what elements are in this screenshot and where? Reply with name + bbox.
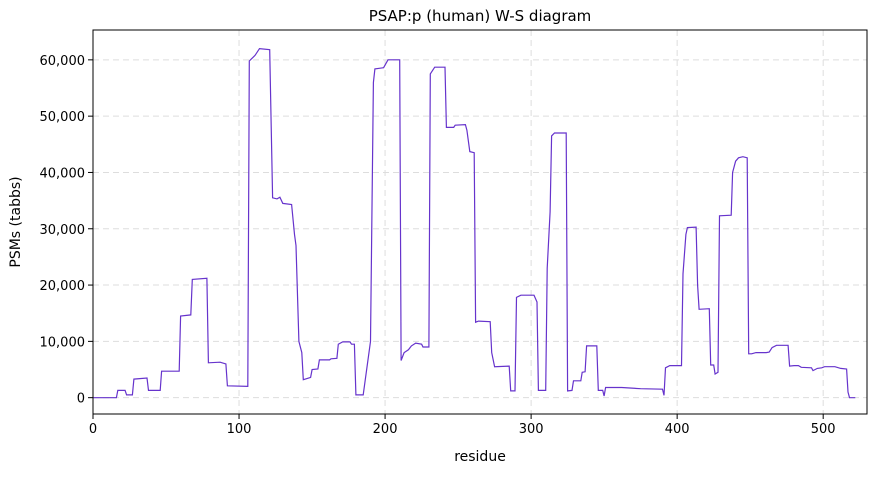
- x-tick-label: 400: [665, 422, 690, 437]
- y-axis-label: PSMs (tabbs): [8, 176, 24, 267]
- data-line: [93, 47, 856, 399]
- y-tick-label: 30,000: [40, 223, 86, 238]
- y-tick-label: 0: [77, 392, 85, 407]
- chart-title: PSAP:p (human) W-S diagram: [369, 7, 592, 25]
- x-axis-label: residue: [454, 449, 506, 465]
- y-tick-label: 20,000: [40, 279, 86, 294]
- x-tick-label: 100: [227, 422, 252, 437]
- x-tick-label: 0: [89, 422, 97, 437]
- plot-frame: [92, 29, 868, 415]
- y-tick-label: 40,000: [40, 166, 86, 181]
- x-tick-label: 200: [373, 422, 398, 437]
- x-tick-label: 300: [519, 422, 544, 437]
- x-tick-label: 500: [811, 422, 836, 437]
- y-tick-label: 60,000: [40, 54, 86, 69]
- y-tick-label: 50,000: [40, 110, 86, 125]
- y-tick-label: 10,000: [40, 335, 86, 350]
